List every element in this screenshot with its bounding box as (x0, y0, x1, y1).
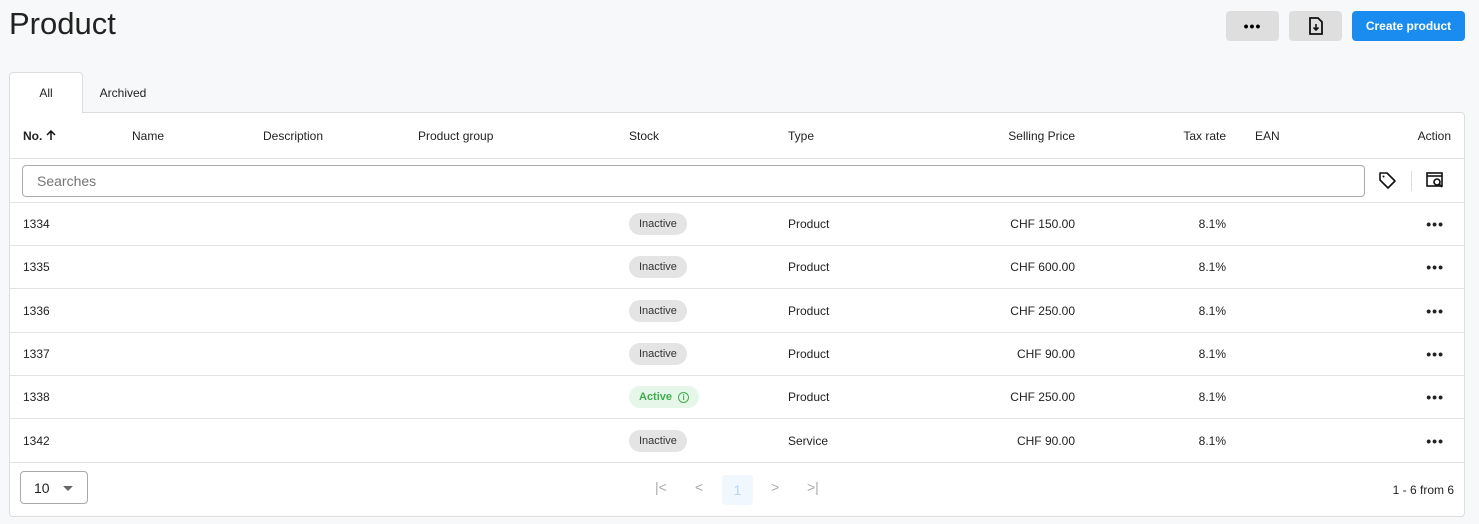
sort-ascending-icon (46, 129, 56, 140)
column-header-tax-rate[interactable]: Tax rate (1183, 128, 1226, 143)
column-header-description[interactable]: Description (263, 128, 324, 143)
cell-type: Product (788, 217, 830, 231)
cell-type: Product (788, 390, 830, 404)
cell-selling-price: CHF 600.00 (1010, 260, 1075, 274)
cell-tax-rate: 8.1% (1198, 260, 1226, 274)
column-header-action: Action (1417, 128, 1451, 143)
row-actions-button[interactable]: ••• (1426, 346, 1444, 362)
table-row[interactable]: 1336 Inactive Product CHF 250.00 8.1% ••… (10, 289, 1464, 333)
table-row[interactable]: 1338 Active i Product CHF 250.00 8.1% ••… (10, 376, 1464, 419)
status-badge: Inactive (629, 256, 687, 278)
cell-tax-rate: 8.1% (1198, 347, 1226, 361)
info-icon[interactable]: i (678, 392, 690, 403)
cell-selling-price: CHF 250.00 (1010, 390, 1075, 404)
cell-type: Product (788, 303, 830, 318)
previous-page-icon[interactable]: < (695, 479, 704, 495)
row-actions-button[interactable]: ••• (1426, 216, 1444, 232)
pagination-range: 1 - 6 from 6 (1392, 483, 1454, 497)
cell-selling-price: CHF 250.00 (1010, 303, 1075, 318)
table-row[interactable]: 1342 Inactive Service CHF 90.00 8.1% ••• (10, 419, 1464, 463)
table-row[interactable]: 1334 Inactive Product CHF 150.00 8.1% ••… (10, 203, 1464, 246)
first-page-icon[interactable]: |< (655, 479, 667, 495)
table-row[interactable]: 1335 Inactive Product CHF 600.00 8.1% ••… (10, 246, 1464, 289)
column-header-selling-price[interactable]: Selling Price (1008, 128, 1075, 143)
row-actions-button[interactable]: ••• (1426, 302, 1444, 319)
table-row[interactable]: 1337 Inactive Product CHF 90.00 8.1% ••• (10, 333, 1464, 376)
cell-selling-price: CHF 90.00 (1016, 347, 1075, 361)
status-badge: Inactive (629, 429, 687, 452)
cell-no: 1338 (23, 390, 50, 404)
search-row (10, 159, 1464, 203)
tab-archived[interactable]: Archived (99, 85, 147, 100)
cell-tax-rate: 8.1% (1198, 433, 1226, 448)
table-footer: 10 |< < 1 > >| 1 - 6 from 6 (10, 463, 1464, 517)
tag-icon[interactable] (1378, 171, 1397, 190)
cell-tax-rate: 8.1% (1198, 217, 1226, 231)
page-title: Product (9, 6, 116, 41)
more-options-button[interactable]: ••• (1226, 11, 1279, 41)
cell-selling-price: CHF 90.00 (1016, 433, 1075, 448)
cell-type: Product (788, 260, 830, 274)
export-button[interactable] (1289, 11, 1342, 41)
next-page-icon[interactable]: > (771, 479, 780, 495)
page-1-button[interactable]: 1 (722, 475, 753, 505)
cell-selling-price: CHF 150.00 (1010, 217, 1075, 231)
last-page-icon[interactable]: >| (807, 479, 819, 495)
search-filter-icon[interactable] (1426, 172, 1444, 189)
column-header-type[interactable]: Type (788, 128, 815, 143)
column-header-no[interactable]: No. (23, 129, 56, 143)
column-header-stock[interactable]: Stock (629, 128, 660, 143)
column-header-product-group[interactable]: Product group (418, 128, 494, 143)
table-header: No. Name Description Product group Stock… (10, 113, 1464, 159)
chevron-down-icon (63, 486, 73, 491)
cell-no: 1336 (23, 303, 50, 318)
product-table: No. Name Description Product group Stock… (9, 112, 1465, 517)
cell-no: 1335 (23, 260, 50, 274)
search-input[interactable] (22, 165, 1365, 197)
row-actions-button[interactable]: ••• (1426, 432, 1444, 449)
status-badge: Inactive (629, 343, 687, 365)
create-product-button[interactable]: Create product (1352, 11, 1465, 41)
cell-type: Service (788, 433, 829, 448)
cell-no: 1342 (23, 433, 50, 448)
file-download-icon (1308, 17, 1323, 35)
cell-type: Product (788, 347, 830, 361)
column-header-ean[interactable]: EAN (1255, 128, 1280, 143)
more-icon: ••• (1243, 18, 1262, 34)
row-actions-button[interactable]: ••• (1426, 259, 1444, 275)
page-size-select[interactable]: 10 (20, 471, 88, 504)
status-badge: Inactive (629, 213, 687, 235)
cell-no: 1334 (23, 217, 50, 231)
column-header-name[interactable]: Name (132, 128, 165, 143)
row-actions-button[interactable]: ••• (1426, 389, 1444, 405)
status-badge: Active i (629, 386, 700, 408)
divider (1411, 171, 1412, 191)
tab-all[interactable]: All (9, 72, 83, 113)
cell-no: 1337 (23, 347, 50, 361)
cell-tax-rate: 8.1% (1198, 390, 1226, 404)
cell-tax-rate: 8.1% (1198, 303, 1226, 318)
status-badge: Inactive (629, 299, 687, 322)
